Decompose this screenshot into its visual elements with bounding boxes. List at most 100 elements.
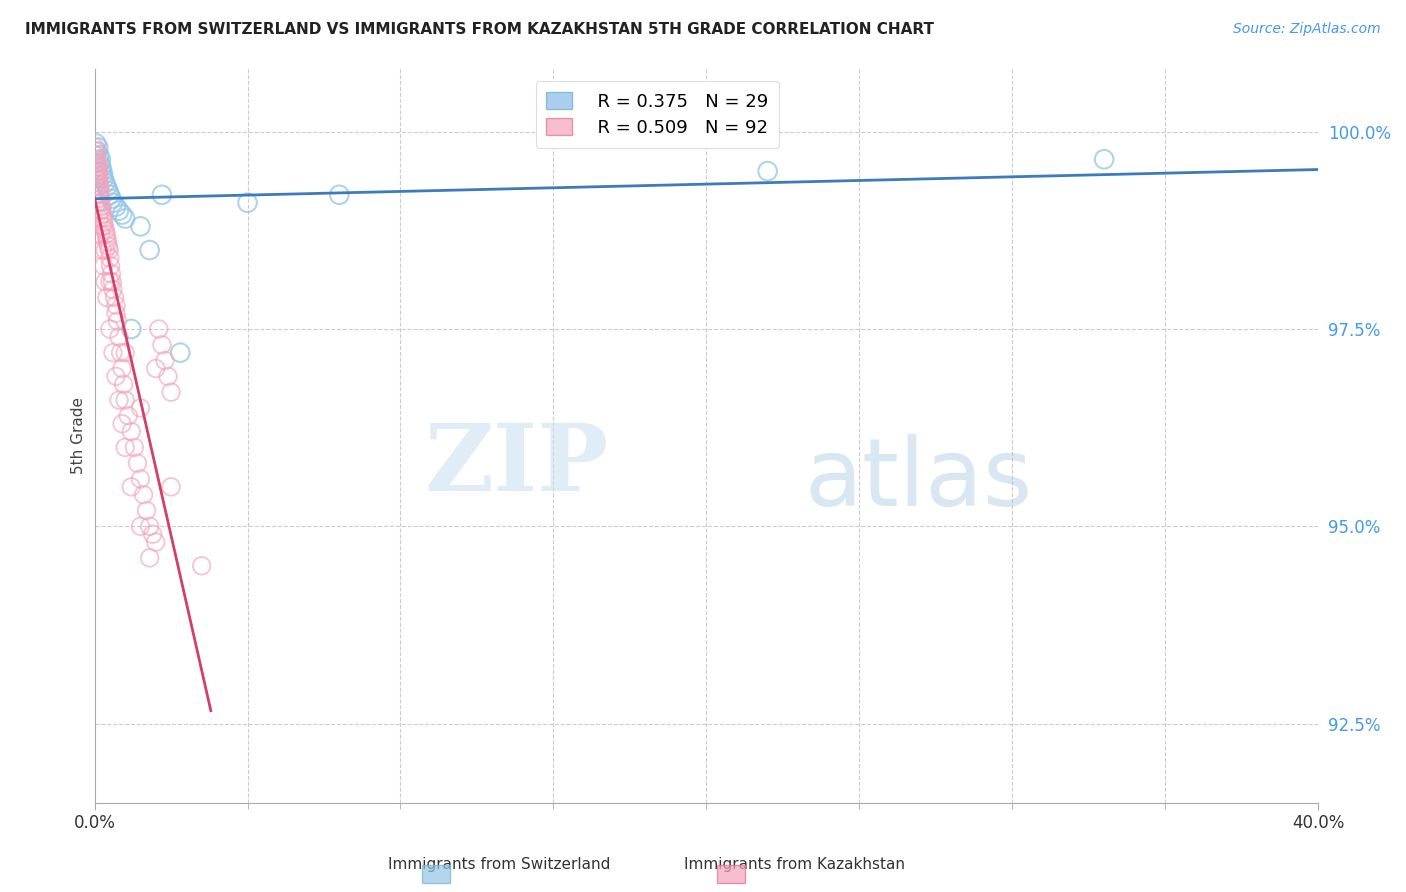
Point: [104, 200, 127, 214]
Point: [150, 187, 173, 202]
Point: [93, 172, 115, 186]
Point: [91, 208, 114, 222]
Y-axis label: 5th Grade: 5th Grade: [72, 397, 86, 474]
Point: [84, 136, 107, 151]
Point: [135, 503, 157, 517]
Text: Immigrants from Switzerland: Immigrants from Switzerland: [388, 857, 610, 872]
Point: [104, 298, 127, 312]
Text: IMMIGRANTS FROM SWITZERLAND VS IMMIGRANTS FROM KAZAKHSTAN 5TH GRADE CORRELATION : IMMIGRANTS FROM SWITZERLAND VS IMMIGRANT…: [25, 22, 935, 37]
Point: [148, 322, 170, 336]
Point: [89, 180, 111, 194]
Point: [96, 180, 118, 194]
Point: [91, 168, 114, 182]
Point: [84, 148, 107, 162]
Point: [89, 156, 111, 170]
Point: [89, 211, 111, 226]
Point: [86, 164, 108, 178]
Point: [160, 385, 183, 400]
Point: [101, 275, 124, 289]
Point: [108, 330, 131, 344]
Point: [94, 243, 117, 257]
Point: [111, 361, 134, 376]
Point: [117, 409, 139, 423]
Point: [86, 156, 108, 170]
Point: [90, 195, 112, 210]
Text: Immigrants from Kazakhstan: Immigrants from Kazakhstan: [683, 857, 905, 872]
Point: [153, 353, 176, 368]
Point: [93, 219, 115, 234]
Point: [86, 172, 108, 186]
Point: [91, 164, 114, 178]
Point: [108, 392, 131, 407]
Point: [142, 527, 165, 541]
Point: [120, 322, 142, 336]
Point: [111, 417, 134, 431]
Point: [86, 195, 108, 210]
Point: [101, 195, 124, 210]
Point: [86, 160, 108, 174]
Point: [104, 306, 127, 320]
Point: [87, 160, 110, 174]
Point: [100, 192, 122, 206]
Point: [84, 164, 107, 178]
Legend:   R = 0.375   N = 29,   R = 0.509   N = 92: R = 0.375 N = 29, R = 0.509 N = 92: [536, 81, 779, 148]
Point: [90, 160, 112, 174]
Point: [93, 215, 115, 229]
Text: Source: ZipAtlas.com: Source: ZipAtlas.com: [1233, 22, 1381, 37]
Point: [89, 203, 111, 218]
Point: [150, 338, 173, 352]
Point: [124, 441, 146, 455]
Point: [120, 480, 142, 494]
Point: [98, 322, 121, 336]
Point: [156, 369, 179, 384]
Point: [110, 345, 132, 359]
Point: [87, 140, 110, 154]
Point: [145, 361, 167, 376]
Point: [138, 550, 160, 565]
Point: [90, 200, 112, 214]
Point: [98, 243, 121, 257]
Point: [96, 235, 118, 249]
Point: [87, 164, 110, 178]
Point: [127, 456, 149, 470]
Point: [84, 148, 107, 162]
Point: [103, 290, 125, 304]
Point: [112, 377, 135, 392]
Point: [160, 480, 183, 494]
Point: [190, 558, 212, 573]
Point: [138, 519, 160, 533]
Point: [98, 187, 121, 202]
Point: [114, 441, 136, 455]
Point: [132, 488, 155, 502]
Point: [87, 172, 110, 186]
Point: [101, 345, 124, 359]
Point: [101, 283, 124, 297]
Point: [89, 184, 111, 198]
Point: [129, 219, 152, 234]
Point: [84, 156, 107, 170]
Point: [108, 203, 131, 218]
Point: [86, 168, 108, 182]
Point: [129, 472, 152, 486]
Point: [91, 211, 114, 226]
Point: [114, 392, 136, 407]
Point: [100, 267, 122, 281]
Point: [90, 203, 112, 218]
Point: [96, 227, 118, 242]
Point: [89, 192, 111, 206]
Point: [1092, 153, 1115, 167]
Point: [90, 153, 112, 167]
Point: [111, 208, 134, 222]
Point: [94, 223, 117, 237]
Point: [91, 219, 114, 234]
Point: [129, 519, 152, 533]
Point: [89, 187, 111, 202]
Point: [86, 156, 108, 170]
Point: [169, 345, 191, 359]
Point: [90, 227, 112, 242]
Point: [138, 243, 160, 257]
Point: [98, 275, 121, 289]
Point: [89, 176, 111, 190]
Point: [98, 251, 121, 265]
Point: [86, 180, 108, 194]
